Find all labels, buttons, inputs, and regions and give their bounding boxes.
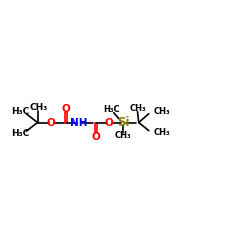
Text: NH: NH <box>70 118 87 128</box>
Text: H₃C: H₃C <box>12 129 30 138</box>
Text: CH₃: CH₃ <box>29 103 47 112</box>
Text: O: O <box>104 118 113 128</box>
Text: CH₃: CH₃ <box>130 104 146 112</box>
Text: H₃C: H₃C <box>103 105 120 114</box>
Text: O: O <box>47 118 56 128</box>
Text: CH₃: CH₃ <box>154 107 170 116</box>
Text: O: O <box>62 104 71 114</box>
Text: Si: Si <box>117 116 130 129</box>
Text: H₃C: H₃C <box>12 107 30 116</box>
Text: CH₃: CH₃ <box>115 132 132 140</box>
Text: CH₃: CH₃ <box>154 128 170 137</box>
Text: O: O <box>92 132 100 141</box>
